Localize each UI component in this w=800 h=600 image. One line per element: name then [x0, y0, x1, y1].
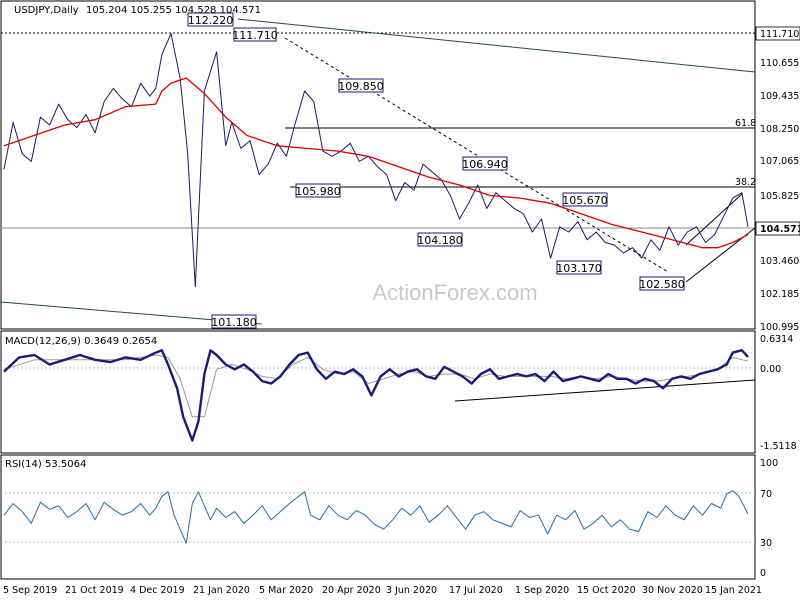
- macd-tick: -1.5118: [760, 441, 797, 452]
- level-label-105670: 105.670: [562, 194, 608, 207]
- watermark: ActionForex.com: [372, 280, 537, 305]
- y-tick: 110.655: [760, 58, 799, 69]
- moving-average-line: [3, 77, 749, 249]
- x-tick: 1 Sep 2020: [515, 585, 569, 596]
- macd-tick: 0.6314: [760, 334, 793, 345]
- x-tick: 21 Jan 2020: [193, 585, 250, 596]
- x-tick: 17 Jul 2020: [449, 585, 503, 596]
- y-tick: 105.825: [760, 191, 799, 202]
- level-box-102580: [639, 276, 685, 291]
- rsi-title: RSI(14) 53.5064: [5, 459, 86, 470]
- x-tick: 5 Mar 2020: [259, 585, 313, 596]
- x-tick: 15 Jan 2021: [705, 585, 762, 596]
- macd-panel: [0, 330, 756, 454]
- x-tick: 30 Nov 2020: [642, 585, 703, 596]
- level-box-101180: [211, 314, 257, 329]
- price-y-axis: 111.710 110.655 109.435 108.250 107.065 …: [755, 26, 800, 333]
- ohlc-values: 105.204 105.255 104.528 104.571: [86, 5, 261, 16]
- level-label-111710: 111.710: [232, 29, 278, 42]
- rsi-tick: 0: [760, 568, 766, 579]
- rsi-y-axis: 100 70 30 0: [1, 458, 778, 579]
- macd-signal-line: [3, 349, 749, 442]
- x-tick: 3 Jun 2020: [386, 585, 437, 596]
- level-label-104180: 104.180: [417, 234, 463, 247]
- level-box-109850: [338, 78, 384, 93]
- y-tick: 109.435: [760, 91, 799, 102]
- level-box-105670: [562, 192, 608, 207]
- level-label-112220: 112.220: [188, 14, 234, 27]
- macd-tick: 0.00: [760, 364, 781, 375]
- level-label-109850: 109.850: [338, 80, 384, 93]
- symbol-label: USDJPY,Daily: [14, 5, 79, 16]
- level-label-101180: 101.180: [211, 316, 257, 329]
- fib-61-8-label: 61.8: [735, 118, 756, 129]
- level-box-106940: [462, 156, 508, 171]
- level-box-104180: [417, 232, 463, 247]
- rsi-tick: 70: [760, 489, 772, 500]
- x-tick: 21 Oct 2019: [65, 585, 124, 596]
- level-labels: 112.220 111.710 109.850 105.980 104.180 …: [187, 12, 685, 329]
- fib-38-2-label: 38.2: [735, 177, 756, 188]
- x-tick: 20 Apr 2020: [322, 585, 381, 596]
- x-tick: 15 Oct 2020: [577, 585, 636, 596]
- price-header: USDJPY,Daily 105.204 105.255 104.528 104…: [14, 5, 261, 16]
- y-tick: 100.995: [760, 322, 799, 333]
- y-tick: 111.710: [760, 29, 799, 40]
- x-axis: 5 Sep 2019 21 Oct 2019 4 Dec 2019 21 Jan…: [3, 585, 762, 596]
- y-tick: 103.460: [760, 256, 799, 267]
- falling-channel-top: [237, 18, 756, 73]
- macd-title: MACD(12,26,9) 0.3649 0.2654: [5, 336, 157, 347]
- level-label-105980: 105.980: [295, 185, 341, 198]
- rsi-tick: 100: [760, 458, 778, 469]
- rsi-panel: [0, 454, 756, 580]
- price-panel: [0, 0, 756, 330]
- level-box-111710: [233, 27, 277, 42]
- y-tick: 108.250: [760, 124, 799, 135]
- level-label-103170: 103.170: [556, 262, 602, 275]
- x-tick: 4 Dec 2019: [130, 585, 185, 596]
- rising-channel-upper: [685, 193, 743, 246]
- level-box-112220: [187, 12, 234, 27]
- current-price-label: 104.571: [760, 224, 800, 235]
- rsi-tick: 30: [760, 538, 772, 549]
- current-price-tag: [755, 221, 800, 236]
- x-tick: 5 Sep 2019: [3, 585, 57, 596]
- level-box-105980: [295, 183, 341, 198]
- y-tick: 107.065: [760, 156, 799, 167]
- series-layer: [3, 33, 749, 544]
- level-label-106940: 106.940: [462, 158, 508, 171]
- macd-trendline: [454, 379, 756, 402]
- level-box-103170: [556, 260, 602, 275]
- y-tick: 102.185: [760, 289, 799, 300]
- rsi-line: [3, 490, 749, 544]
- price-series: [3, 33, 749, 288]
- macd-y-axis: 0.6314 0.00 -1.5118: [1, 334, 797, 452]
- falling-dashed-trendline: [284, 37, 669, 273]
- resistance-price-tag: [755, 26, 800, 41]
- level-label-102580: 102.580: [639, 278, 685, 291]
